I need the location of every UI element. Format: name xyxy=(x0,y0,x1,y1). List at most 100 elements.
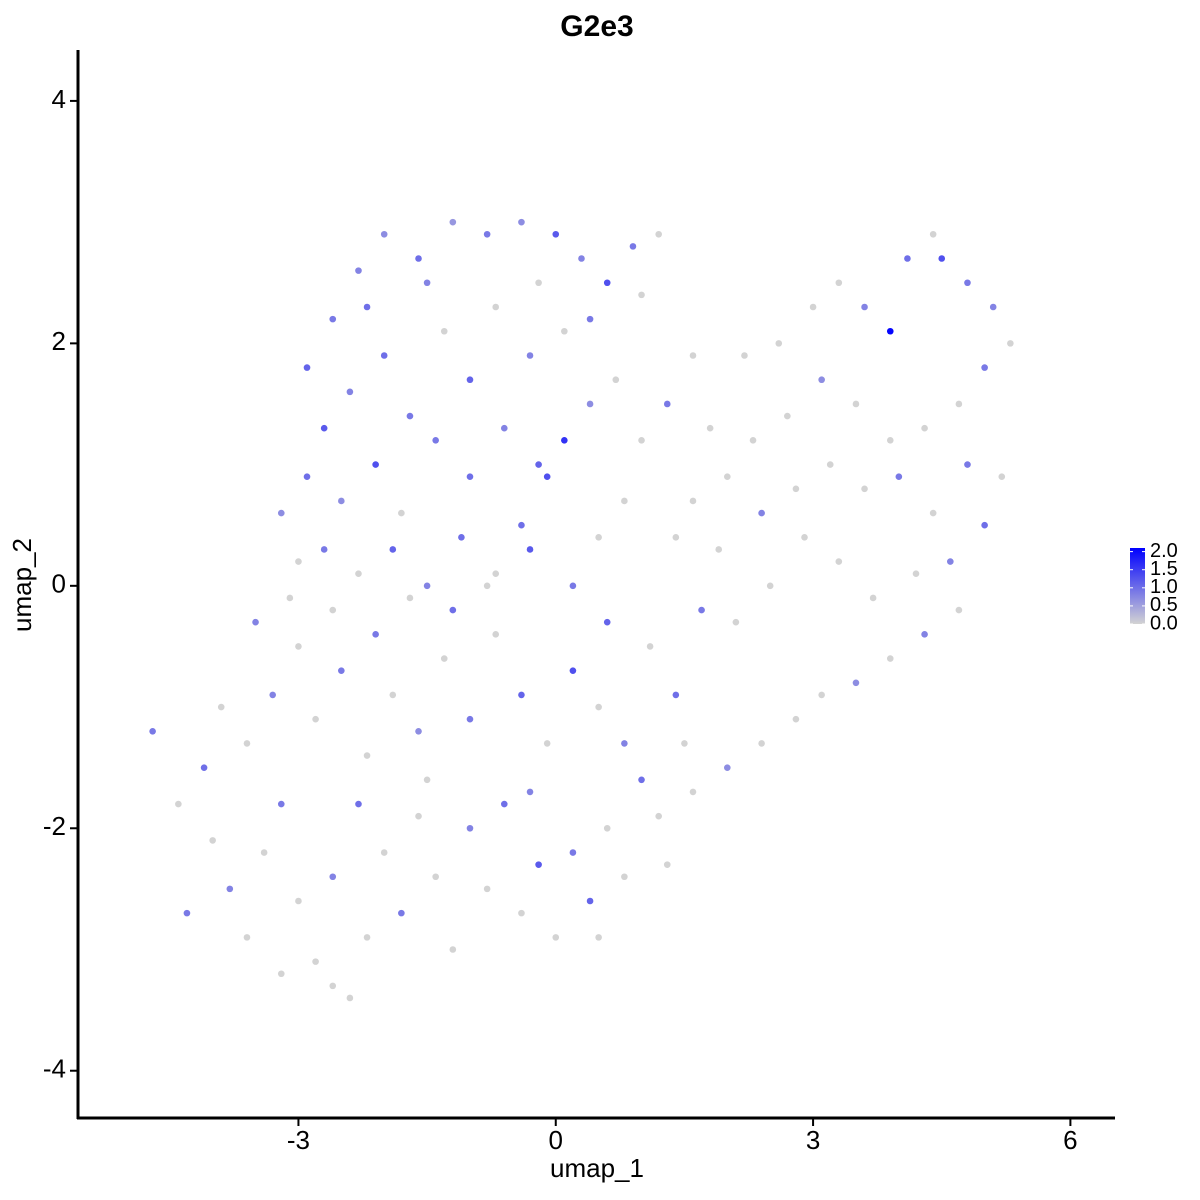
point xyxy=(338,497,345,505)
point xyxy=(217,703,225,711)
point xyxy=(852,679,860,687)
point xyxy=(355,570,362,577)
point xyxy=(698,606,705,614)
point xyxy=(389,546,397,553)
point xyxy=(526,788,534,796)
point xyxy=(904,255,911,262)
point xyxy=(809,303,817,311)
point xyxy=(543,473,551,481)
point xyxy=(595,703,602,711)
y-tick-label: -4 xyxy=(43,1054,66,1084)
point xyxy=(500,800,508,808)
point xyxy=(766,582,774,590)
point xyxy=(852,400,860,408)
point xyxy=(312,715,319,723)
point xyxy=(792,715,800,723)
point xyxy=(578,255,585,262)
x-tick-label: 3 xyxy=(806,1125,820,1155)
colorbar-label: 2.0 xyxy=(1150,540,1178,562)
point xyxy=(518,521,525,529)
point xyxy=(243,934,251,941)
point xyxy=(380,230,388,238)
point xyxy=(440,327,448,335)
point xyxy=(621,497,628,505)
point xyxy=(175,800,182,808)
point xyxy=(826,461,834,468)
point xyxy=(741,352,748,359)
point xyxy=(964,461,971,468)
x-tick-label: -3 xyxy=(287,1125,310,1155)
point xyxy=(432,437,439,444)
point xyxy=(363,303,371,311)
point xyxy=(277,970,285,978)
point xyxy=(929,509,937,517)
point xyxy=(689,352,697,359)
point xyxy=(226,885,234,893)
point xyxy=(706,424,714,432)
point xyxy=(603,618,611,626)
chart-title: G2e3 xyxy=(560,10,633,43)
point xyxy=(483,885,491,893)
point xyxy=(346,994,354,1002)
point xyxy=(586,400,594,408)
point xyxy=(998,473,1006,481)
point xyxy=(681,740,688,747)
point xyxy=(466,376,474,384)
point xyxy=(792,485,800,493)
y-tick-label: 2 xyxy=(52,326,66,356)
point xyxy=(535,861,542,868)
point xyxy=(886,655,894,662)
point xyxy=(689,497,697,505)
point xyxy=(775,340,783,347)
point xyxy=(295,897,302,905)
point xyxy=(535,461,542,468)
point xyxy=(869,594,877,602)
point xyxy=(886,327,894,335)
point xyxy=(621,873,628,881)
point xyxy=(338,667,345,674)
point xyxy=(355,267,362,274)
point xyxy=(535,279,542,287)
point xyxy=(663,861,671,868)
y-axis-label: umap_2 xyxy=(7,538,37,632)
point xyxy=(295,643,302,650)
point xyxy=(389,691,397,699)
point xyxy=(732,618,740,626)
colorbar-label: 0.0 xyxy=(1150,612,1178,634)
point xyxy=(312,958,319,965)
point xyxy=(663,400,671,408)
point xyxy=(423,776,431,784)
point xyxy=(586,315,594,323)
point xyxy=(243,740,251,747)
point xyxy=(483,230,491,238)
point xyxy=(526,352,534,359)
point xyxy=(406,412,414,420)
point xyxy=(449,606,457,614)
point xyxy=(492,303,500,311)
point xyxy=(758,509,765,517)
point xyxy=(672,534,680,541)
point xyxy=(612,376,620,384)
point xyxy=(947,558,954,565)
point xyxy=(149,727,156,735)
y-tick-label: 0 xyxy=(52,569,66,599)
point xyxy=(724,764,731,771)
point xyxy=(200,764,208,771)
point xyxy=(380,352,388,359)
point xyxy=(415,727,422,735)
point xyxy=(655,812,662,820)
point xyxy=(912,570,920,577)
point xyxy=(561,327,568,335)
point xyxy=(638,437,645,444)
point xyxy=(329,873,337,881)
point xyxy=(449,946,457,953)
point xyxy=(398,909,405,917)
point xyxy=(440,655,448,662)
point xyxy=(483,582,491,590)
point xyxy=(209,837,216,844)
point xyxy=(955,606,963,614)
point xyxy=(938,255,946,262)
point xyxy=(801,534,808,541)
point xyxy=(672,691,680,699)
